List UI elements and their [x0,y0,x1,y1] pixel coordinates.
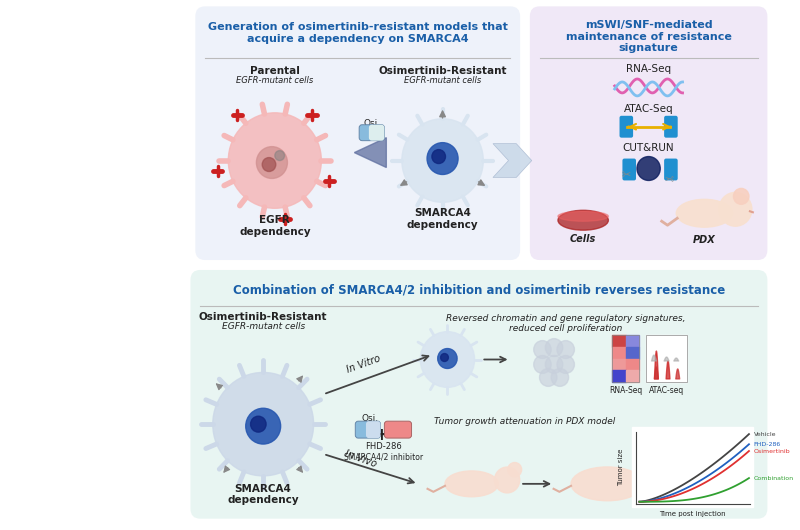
FancyBboxPatch shape [190,270,767,519]
Polygon shape [354,138,386,167]
Bar [626,370,639,382]
Circle shape [734,188,749,205]
Circle shape [534,356,551,374]
Circle shape [432,149,446,164]
Text: ✂: ✂ [664,171,674,180]
Text: In Vitro: In Vitro [346,353,382,374]
Text: Tumor growth attenuation in PDX model: Tumor growth attenuation in PDX model [434,417,616,426]
FancyBboxPatch shape [622,158,636,180]
FancyBboxPatch shape [664,116,678,138]
Text: EGFR
dependency: EGFR dependency [239,215,310,237]
Circle shape [557,341,574,358]
Circle shape [213,373,314,476]
Circle shape [250,416,266,432]
Text: PDX: PDX [693,235,716,245]
Text: EGFR-mutant cells: EGFR-mutant cells [236,76,314,85]
Bar [626,347,639,358]
Text: Parental: Parental [250,66,300,76]
Text: Combination: Combination [754,475,794,481]
Text: RNA-Seq: RNA-Seq [610,386,642,395]
Text: CUT&RUN: CUT&RUN [622,143,674,153]
FancyBboxPatch shape [619,116,633,138]
Circle shape [534,341,551,358]
Text: +: + [374,426,389,444]
Circle shape [441,354,448,361]
FancyBboxPatch shape [384,421,411,438]
Text: RNA-Seq: RNA-Seq [626,64,671,74]
Ellipse shape [558,210,608,230]
Circle shape [656,456,674,474]
Bar [612,334,626,347]
Text: EGFR-mutant cells: EGFR-mutant cells [404,76,481,85]
FancyBboxPatch shape [664,158,678,180]
FancyBboxPatch shape [530,6,767,260]
Circle shape [551,368,569,386]
Ellipse shape [676,199,733,227]
Text: EGFR-mutant cells: EGFR-mutant cells [222,322,305,331]
Circle shape [275,151,285,161]
Bar [612,334,639,382]
Text: Reversed chromatin and gene regulatory signatures,
reduced cell proliferation: Reversed chromatin and gene regulatory s… [446,314,686,333]
Text: mSWI/SNF-mediated
maintenance of resistance
signature: mSWI/SNF-mediated maintenance of resista… [566,20,731,54]
Text: Vehicle: Vehicle [754,431,776,437]
Bar [646,334,687,382]
Bar [646,334,687,382]
FancyBboxPatch shape [359,125,384,140]
Text: Combination of SMARCA4/2 inhibition and osimertinib reverses resistance: Combination of SMARCA4/2 inhibition and … [233,284,725,297]
Text: FHD-286: FHD-286 [754,442,781,447]
Bar [612,370,626,382]
Ellipse shape [445,471,498,497]
Bar [626,358,639,370]
Circle shape [256,147,287,179]
Text: SMARCA4
dependency: SMARCA4 dependency [406,208,478,230]
Circle shape [246,408,281,444]
Text: SMARCA4
dependency: SMARCA4 dependency [227,484,299,506]
Ellipse shape [558,211,608,221]
Text: SMARCA4/2 inhibitor: SMARCA4/2 inhibitor [344,452,423,461]
FancyBboxPatch shape [366,421,381,438]
Circle shape [719,192,752,226]
FancyBboxPatch shape [355,421,381,438]
Text: In Vivo: In Vivo [344,448,378,469]
Circle shape [420,332,474,387]
Text: Generation of osimertinib-resistant models that
acquire a dependency on SMARCA4: Generation of osimertinib-resistant mode… [208,22,508,44]
Circle shape [637,156,660,180]
Bar [612,347,626,358]
Text: Osi.: Osi. [362,414,378,423]
Text: Osimertinib: Osimertinib [754,448,790,454]
Bar [626,334,639,347]
Bar [612,358,626,370]
Circle shape [639,462,672,496]
FancyBboxPatch shape [369,125,384,140]
Circle shape [539,368,557,386]
Circle shape [402,119,483,202]
Circle shape [494,467,520,493]
Circle shape [262,157,276,172]
Circle shape [546,356,562,374]
Circle shape [508,463,522,476]
Text: Tumor size: Tumor size [618,448,624,485]
Bar [632,427,753,507]
Circle shape [557,356,574,374]
Ellipse shape [571,467,644,501]
Circle shape [427,143,458,174]
Text: ✂: ✂ [622,171,631,180]
Text: ATAC-Seq: ATAC-Seq [624,104,674,114]
Text: Cells: Cells [570,234,596,244]
Text: Osimertinib-Resistant: Osimertinib-Resistant [378,66,507,76]
Circle shape [228,113,322,208]
Text: Osi.: Osi. [363,119,380,128]
PathPatch shape [493,144,532,178]
FancyBboxPatch shape [195,6,520,260]
Text: ATAC-seq: ATAC-seq [649,386,684,395]
Text: Osimertinib-Resistant: Osimertinib-Resistant [199,312,327,322]
Text: Time post injection: Time post injection [659,511,726,517]
Circle shape [546,339,562,357]
Text: FHD-286: FHD-286 [365,442,402,451]
Circle shape [438,349,457,368]
